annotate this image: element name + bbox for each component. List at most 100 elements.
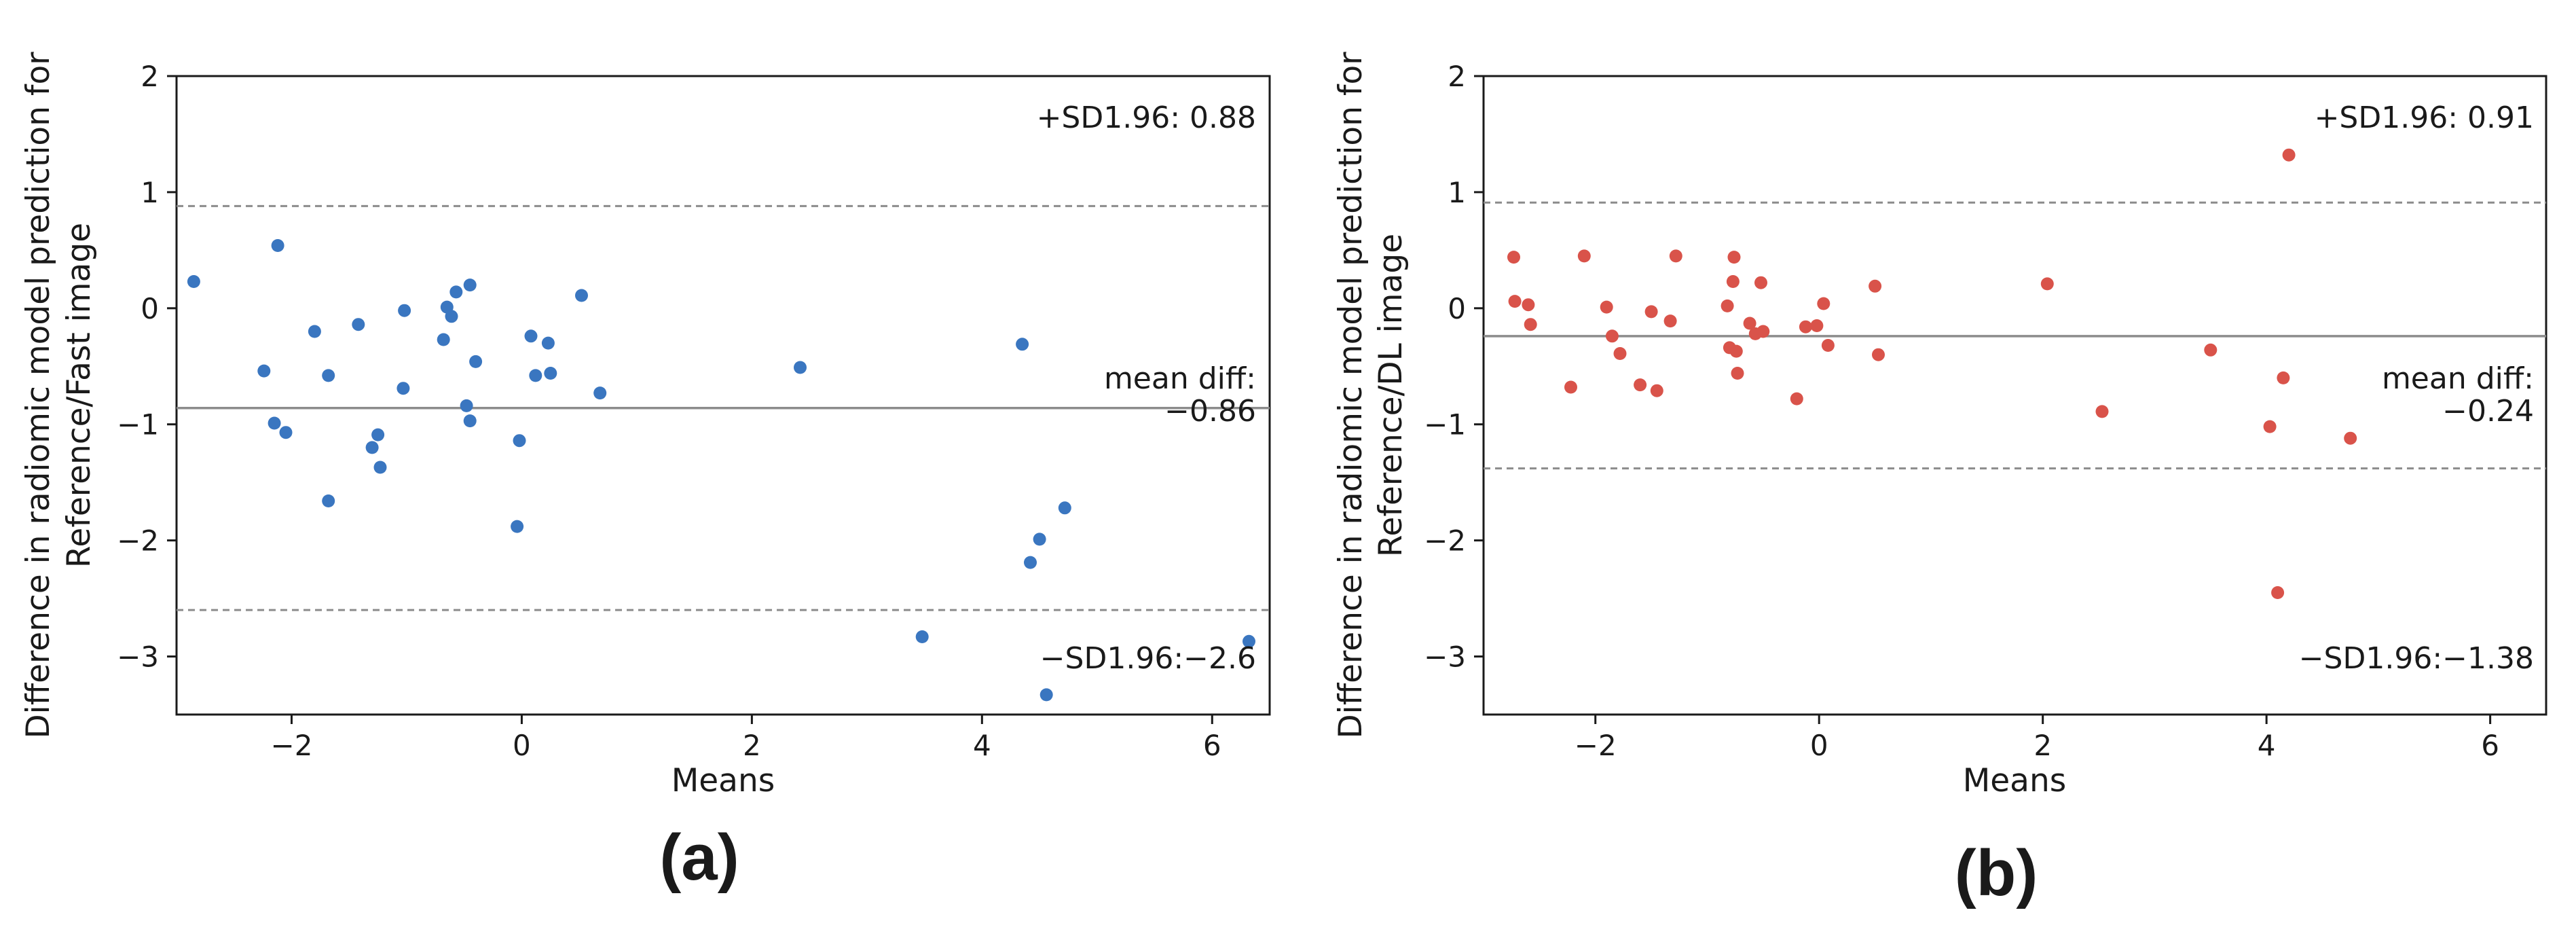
x-tick-label: 2 (743, 729, 761, 762)
data-point (794, 361, 807, 374)
y-tick-label: 0 (141, 292, 159, 325)
x-tick-label: 2 (2034, 729, 2052, 762)
data-layer (1484, 148, 2546, 599)
data-point (1872, 348, 1885, 361)
data-point (575, 289, 588, 302)
data-point (1869, 279, 1882, 293)
panel-b: −2 0 2 4 6 −3 −2 −1 0 1 2 Difference in radiomic m… (1332, 52, 2547, 909)
x-tick-label: −2 (1575, 729, 1617, 762)
y-tick-label: 1 (1448, 176, 1466, 209)
y-axis-label-line-1: Difference in radiomic model prediction … (20, 52, 57, 739)
data-point (1564, 380, 1577, 394)
data-point (1754, 276, 1767, 289)
data-point (1613, 347, 1627, 360)
mean-diff-label-line-2: −0.86 (1164, 394, 1256, 429)
data-point (2271, 586, 2285, 599)
data-point (1577, 249, 1591, 263)
data-point (1508, 295, 1522, 308)
data-point (449, 285, 463, 299)
data-point (1726, 275, 1740, 288)
data-point (1524, 318, 1537, 331)
data-point (1756, 325, 1770, 338)
data-point (373, 461, 387, 474)
data-point (371, 428, 385, 441)
y-tick-label: 2 (141, 60, 159, 93)
data-point (2095, 405, 2109, 418)
data-point (593, 386, 607, 400)
data-point (2040, 277, 2054, 291)
x-tick-label: 0 (513, 729, 531, 762)
data-point (1731, 367, 1744, 380)
data-point (1663, 314, 1677, 328)
data-point (1605, 329, 1619, 343)
data-point (1058, 501, 1071, 515)
y-tick-label: 0 (1448, 292, 1466, 325)
ticks-layer: −2 0 2 4 6 −3 −2 −1 0 1 2 (1424, 60, 2499, 762)
mean-diff-label-line-2: −0.24 (2442, 394, 2534, 429)
data-point (1727, 251, 1741, 264)
data-point (437, 333, 450, 346)
y-axis-label-line-2: Reference/DL image (1372, 234, 1410, 557)
data-point (271, 239, 284, 252)
data-point (1729, 344, 1743, 358)
data-point (1810, 319, 1824, 332)
data-point (322, 369, 335, 382)
data-point (398, 304, 411, 317)
x-tick-label: 6 (1203, 729, 1221, 762)
data-point (1669, 249, 1682, 263)
data-point (469, 355, 483, 368)
y-tick-label: −1 (1424, 408, 1466, 441)
x-axis-label: Means (671, 762, 775, 799)
x-tick-label: 4 (2258, 729, 2276, 762)
x-axis-label: Means (1963, 762, 2067, 799)
data-point (308, 325, 321, 338)
data-point (529, 369, 542, 382)
data-point (1721, 299, 1734, 312)
x-tick-label: 0 (1810, 729, 1828, 762)
data-point (2263, 420, 2277, 433)
data-point (1644, 305, 1658, 319)
panel-label: (b) (1955, 837, 2038, 909)
data-point (352, 318, 365, 331)
data-point (1600, 300, 1613, 314)
x-tick-label: 4 (973, 729, 991, 762)
data-point (511, 520, 524, 533)
data-point (1743, 317, 1756, 330)
data-point (1634, 378, 1647, 392)
data-layer (177, 204, 1270, 702)
data-point (1016, 338, 1029, 351)
lower-loa-label: −SD1.96:−2.6 (1040, 641, 1256, 676)
data-point (279, 426, 293, 439)
data-point (1243, 634, 1255, 648)
data-point (445, 310, 458, 323)
y-tick-label: 1 (141, 176, 159, 209)
data-point (915, 630, 929, 643)
data-point (397, 382, 410, 395)
upper-loa-label: +SD1.96: 0.91 (2315, 101, 2534, 135)
data-point (2344, 431, 2357, 445)
y-tick-label: 2 (1448, 60, 1466, 93)
x-tick-label: −2 (271, 729, 313, 762)
data-point (257, 364, 271, 378)
mean-diff-label-line-1: mean diff: (2382, 361, 2534, 396)
data-point (463, 278, 477, 292)
data-point (1033, 533, 1046, 546)
data-point (544, 367, 557, 380)
ticks-layer: −2 0 2 4 6 −3 −2 −1 0 1 2 (117, 60, 1221, 762)
y-tick-label: −2 (1424, 524, 1466, 558)
x-tick-label: 6 (2481, 729, 2499, 762)
data-point (1039, 688, 1053, 702)
y-tick-label: −3 (1424, 641, 1466, 674)
data-point (541, 336, 555, 350)
panel-label: (a) (659, 821, 739, 894)
data-point (513, 434, 526, 448)
data-point (1821, 339, 1835, 352)
y-axis-label-line-1: Difference in radiomic model prediction … (1332, 52, 1369, 739)
upper-loa-label: +SD1.96: 0.88 (1037, 101, 1256, 135)
data-point (1507, 251, 1520, 264)
lower-loa-label: −SD1.96:−1.38 (2299, 641, 2534, 676)
data-point (1024, 556, 1037, 569)
y-axis-label-line-2: Reference/Fast image (60, 223, 98, 568)
data-point (268, 416, 281, 430)
